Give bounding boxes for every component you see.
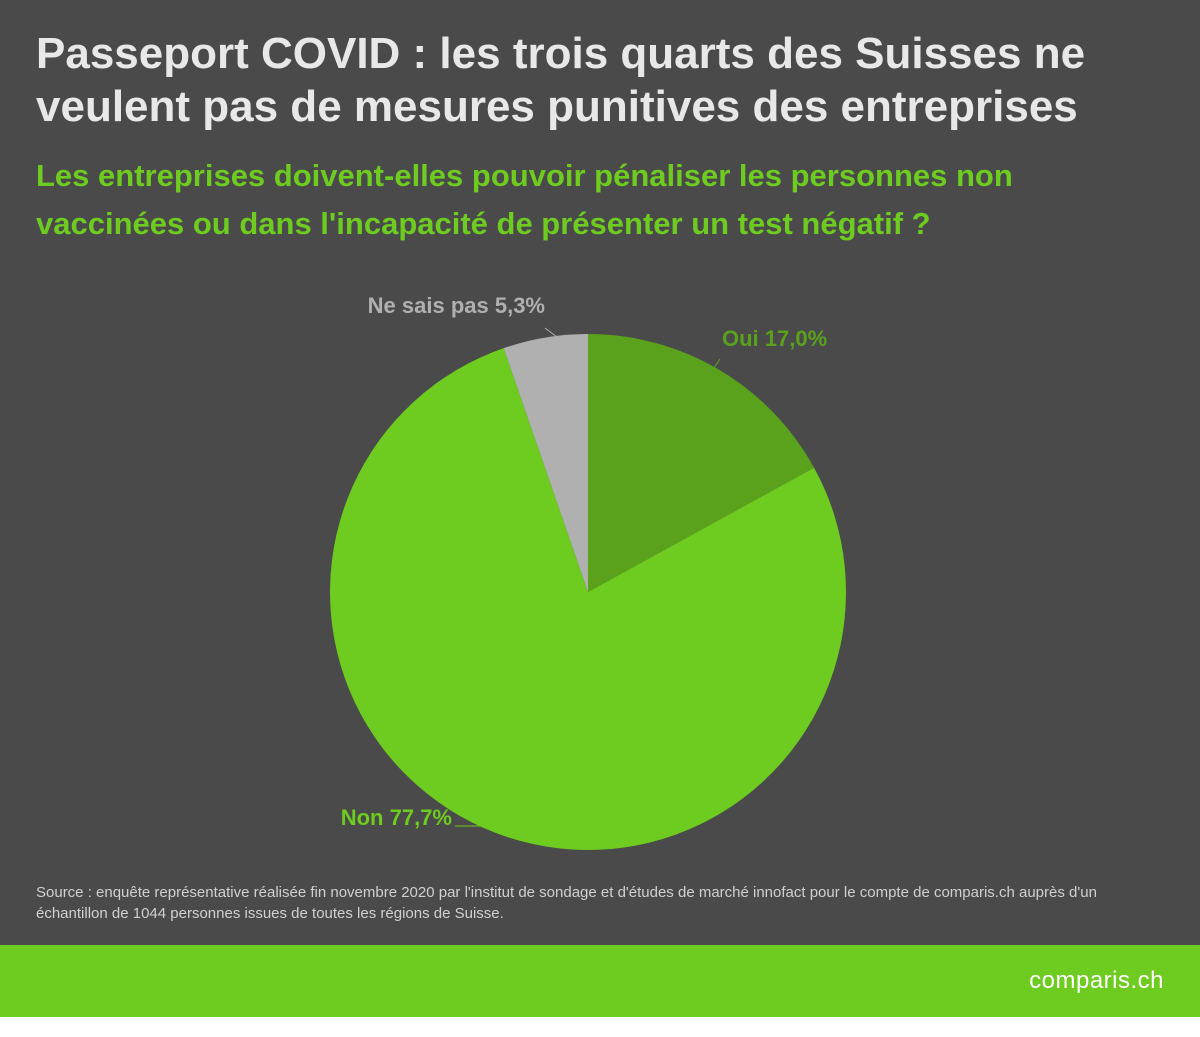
slice-label-oui: Oui 17,0% xyxy=(722,326,827,351)
pie-svg: Oui 17,0% Non 77,7% Ne sais pas 5,3% xyxy=(0,270,1200,880)
slice-label-nesais: Ne sais pas 5,3% xyxy=(368,293,545,318)
brand-label: comparis.ch xyxy=(1029,967,1164,995)
main-panel: Passeport COVID : les trois quarts des S… xyxy=(0,0,1200,945)
chart-subtitle: Les entreprises doivent-elles pouvoir pé… xyxy=(36,152,1164,248)
slice-label-non: Non 77,7% xyxy=(341,805,452,830)
leader-line-nesais xyxy=(545,328,557,337)
source-note: Source : enquête représentative réalisée… xyxy=(36,882,1164,926)
pie-chart: Oui 17,0% Non 77,7% Ne sais pas 5,3% xyxy=(0,270,1200,880)
footer-bar: comparis.ch xyxy=(0,945,1200,1017)
chart-title: Passeport COVID : les trois quarts des S… xyxy=(36,28,1164,134)
